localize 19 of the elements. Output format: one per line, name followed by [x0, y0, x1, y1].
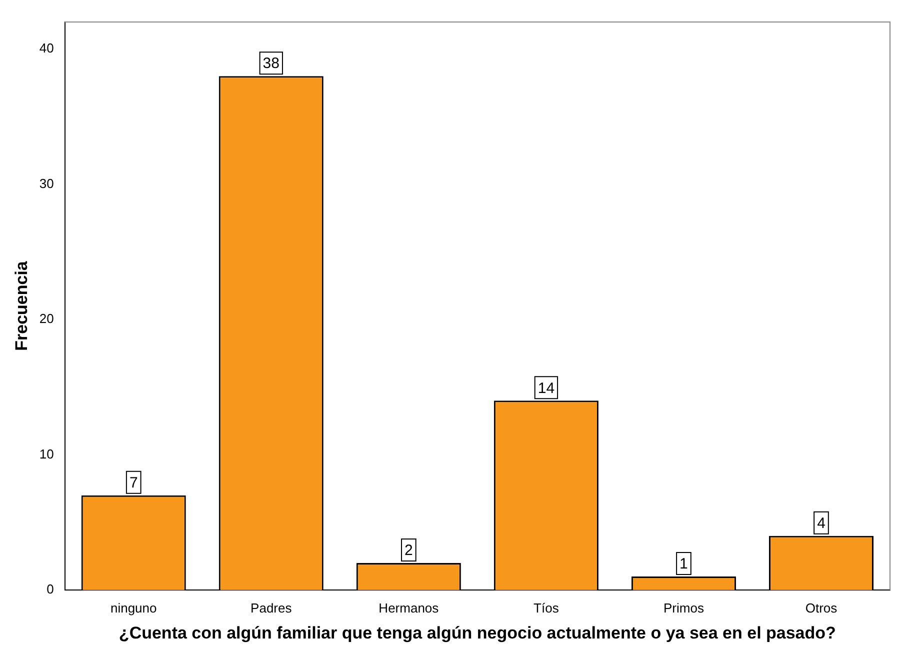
x-tick-label: ninguno: [110, 600, 157, 616]
y-tick-label: 30: [39, 176, 54, 191]
x-tick-label: Primos: [663, 600, 704, 616]
data-label: 1: [680, 556, 688, 573]
x-tick-label: Hermanos: [378, 600, 440, 616]
y-tick-label: 40: [39, 40, 54, 56]
y-tick-label: 20: [39, 311, 54, 326]
x-tick-label: Tíos: [534, 600, 560, 616]
x-tick-label: Otros: [805, 600, 838, 616]
data-label: 14: [538, 380, 555, 397]
y-tick-label: 10: [39, 446, 54, 462]
data-label: 4: [817, 515, 826, 532]
data-label: 2: [404, 542, 413, 560]
y-axis-title: Frecuencia: [12, 260, 31, 351]
data-label: 38: [262, 55, 280, 72]
x-axis-title: ¿Cuenta con algún familiar que tenga algún negocio actualmente o ya sea en el pasado?: [118, 623, 836, 642]
data-label: 7: [129, 474, 138, 492]
x-tick-label: Padres: [250, 600, 292, 616]
y-tick-label: 0: [46, 582, 54, 597]
